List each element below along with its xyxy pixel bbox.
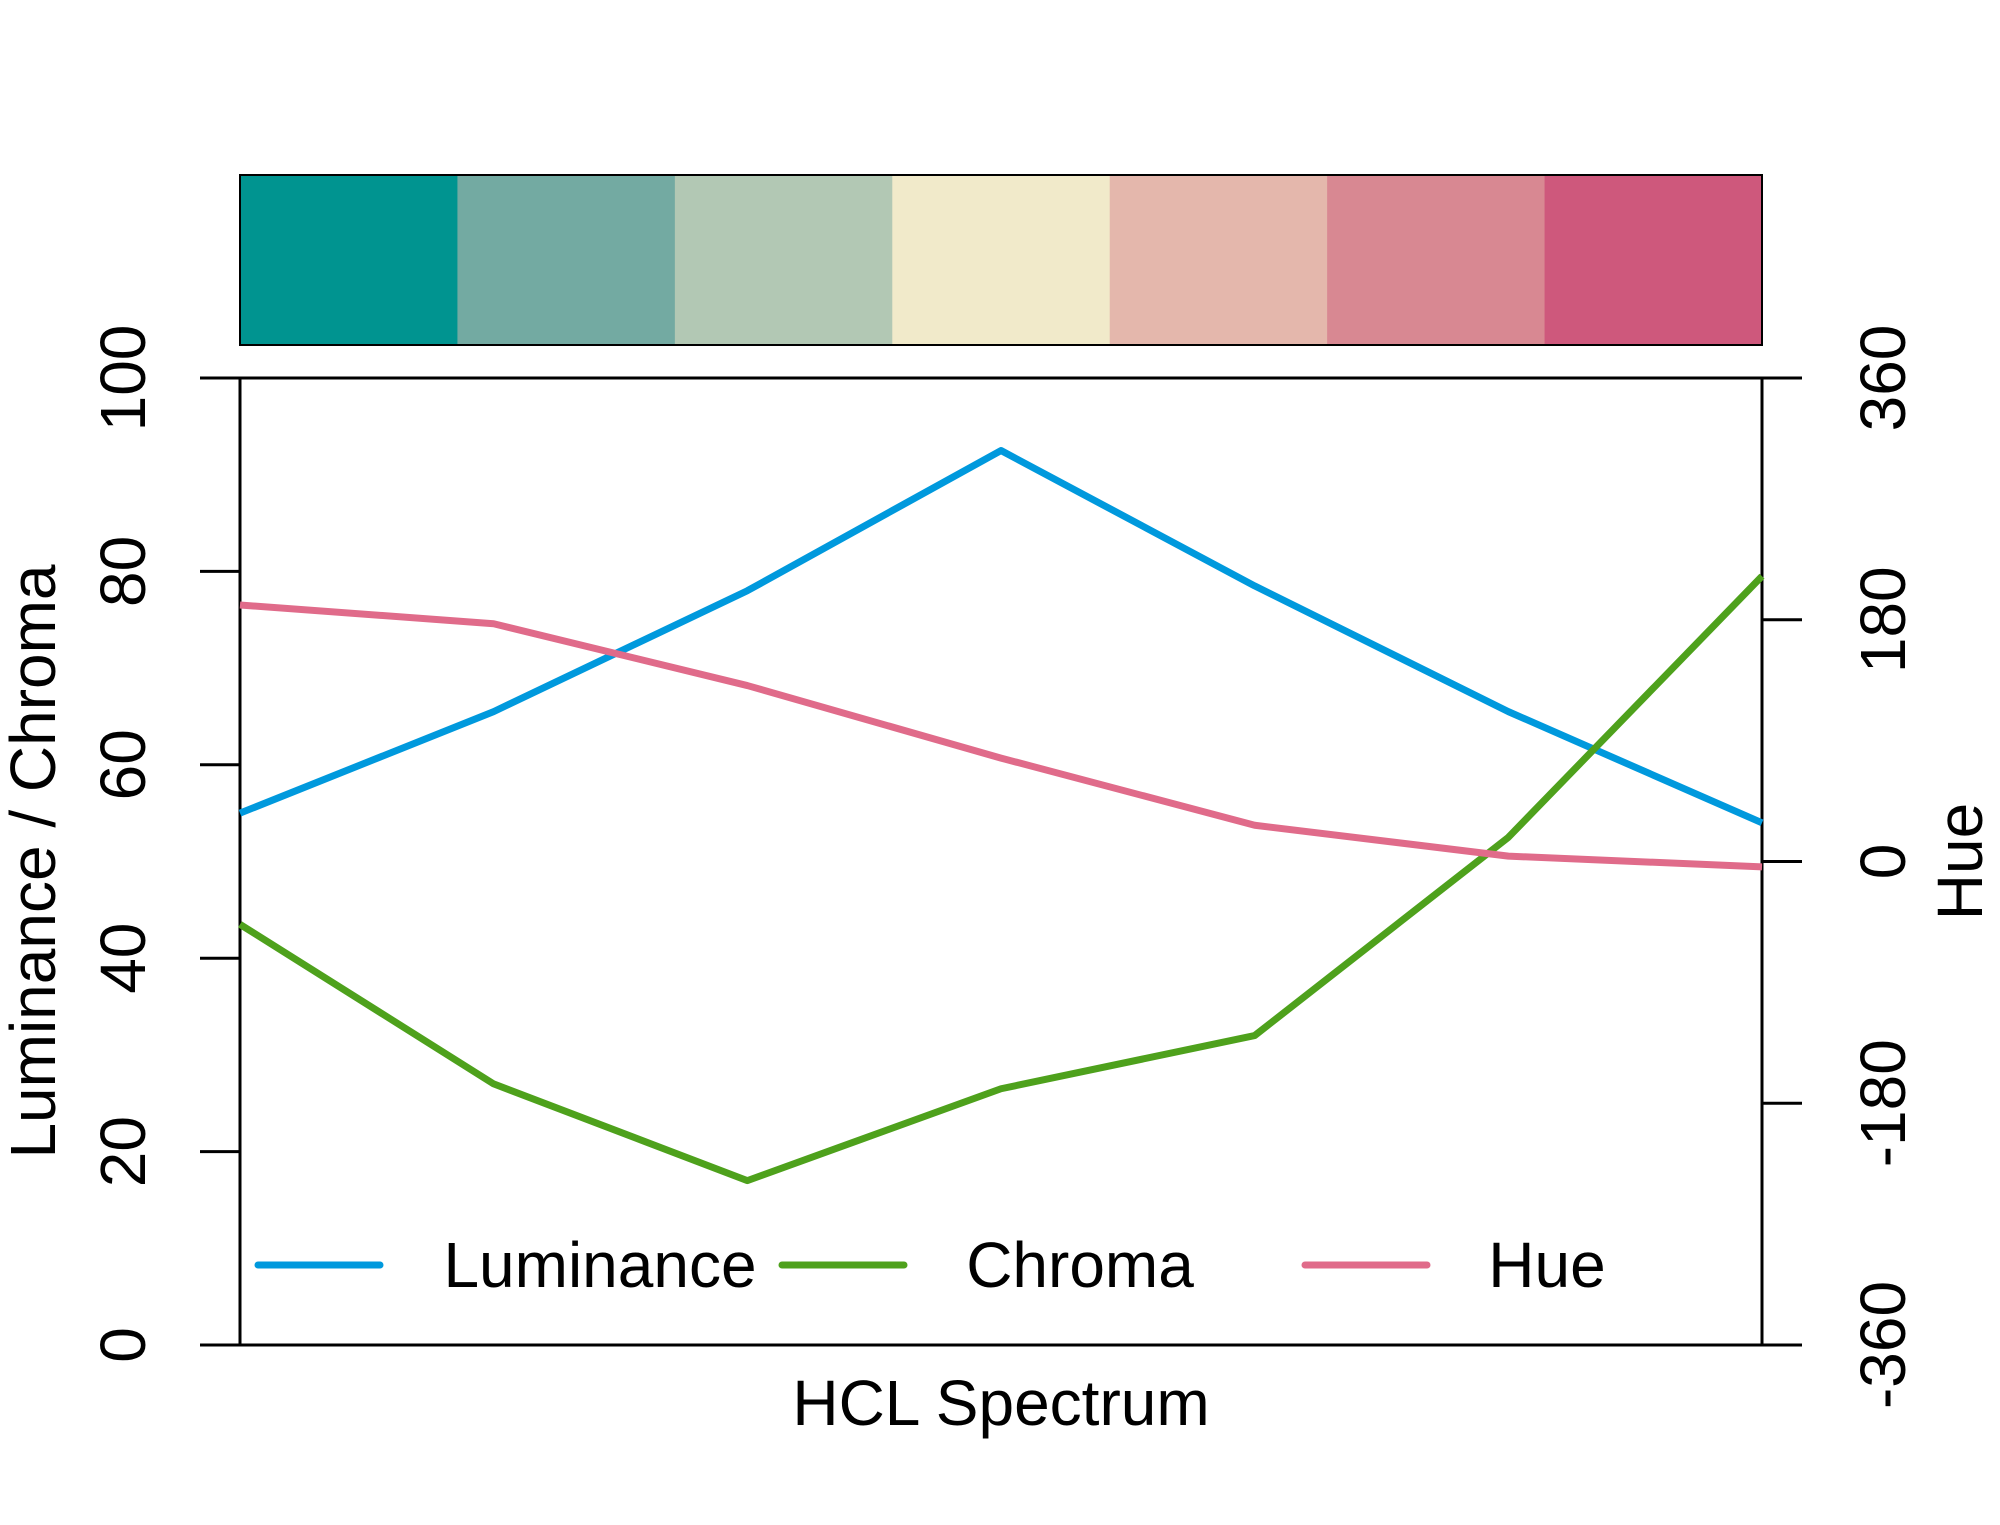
left-tick-label: 80 xyxy=(87,536,159,607)
palette-swatch-border xyxy=(239,174,1763,346)
left-tick-label: 0 xyxy=(87,1327,159,1363)
palette-swatch xyxy=(1109,175,1328,345)
legend: Luminance Chroma Hue xyxy=(254,1229,1606,1301)
palette-swatch xyxy=(1327,175,1546,345)
left-tick-label: 60 xyxy=(87,729,159,800)
series-line-chroma xyxy=(238,573,1765,1185)
left-y-axis-title: Luminance / Chroma xyxy=(0,564,69,1158)
left-tick-label: 20 xyxy=(87,1116,159,1187)
right-tick-label: 0 xyxy=(1847,844,1919,880)
right-tick-label: -180 xyxy=(1847,1039,1919,1167)
right-tick-label: 360 xyxy=(1847,325,1919,432)
left-tick-label: 100 xyxy=(87,325,159,432)
plot-frame xyxy=(200,376,1802,1347)
right-y-axis: -360 -180 0 180 360 xyxy=(1762,325,1919,1409)
left-y-axis: 0 20 40 60 80 100 xyxy=(87,325,240,1363)
palette-swatch xyxy=(674,175,893,345)
palette-swatch xyxy=(457,175,676,345)
legend-label-hue: Hue xyxy=(1488,1229,1605,1301)
series-line-hue xyxy=(239,601,1763,871)
palette-swatch xyxy=(1544,175,1763,345)
right-tick-label: -360 xyxy=(1847,1281,1919,1409)
palette-swatch xyxy=(892,175,1111,345)
palette-swatch xyxy=(240,175,459,345)
right-tick-label: 180 xyxy=(1847,566,1919,673)
palette-swatch-bar xyxy=(239,174,1763,346)
series-line-luminance xyxy=(238,447,1764,827)
legend-label-luminance: Luminance xyxy=(443,1229,756,1301)
series-lines xyxy=(238,447,1765,1185)
x-axis-title: HCL Spectrum xyxy=(792,1367,1209,1439)
left-tick-label: 40 xyxy=(87,923,159,994)
legend-label-chroma: Chroma xyxy=(966,1229,1194,1301)
right-y-axis-title: Hue xyxy=(1924,803,1996,920)
